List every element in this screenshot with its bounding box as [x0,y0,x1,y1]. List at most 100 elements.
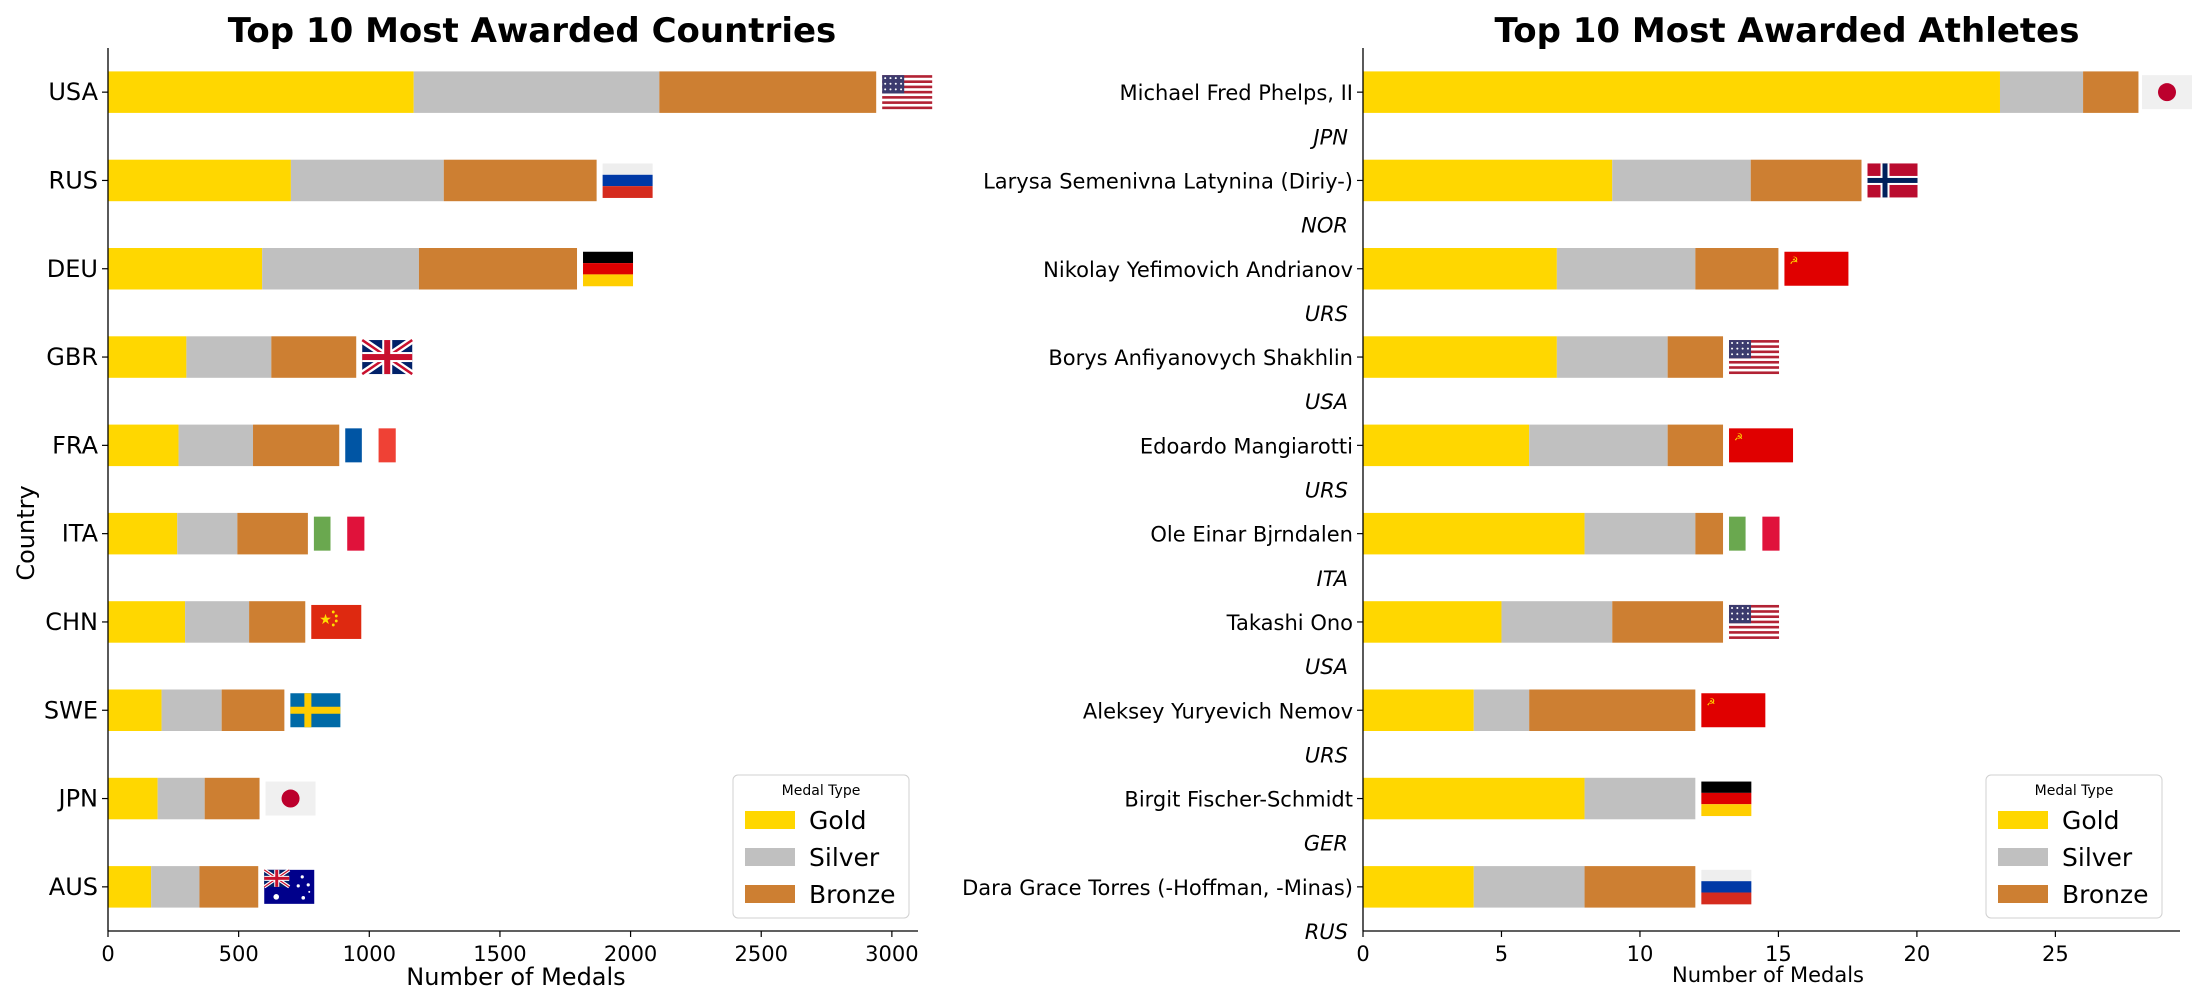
athletes-country-code: URS [1305,743,1348,767]
athletes-bar-aleksey-yuryevich-nemov-silver [1473,689,1530,732]
svg-text:★: ★ [319,612,332,628]
athletes-bar-larysa-semenivna-latynina-diriy-bronze [1750,159,1862,202]
athletes-category-label: Edoardo Mangiarotti [1140,434,1353,458]
athletes-flag-michael-fred-phelps-ii [2142,75,2192,110]
athletes-bar-michael-fred-phelps-ii-gold [1363,71,2000,113]
countries-flag-deu [583,251,634,287]
athletes-bar-edoardo-mangiarotti-bronze [1667,424,1724,467]
athletes-x-tick-label: 15 [1765,942,1792,966]
countries-flag-fra [345,428,396,463]
countries-bar-fra-gold [108,424,179,467]
athletes-bar-aleksey-yuryevich-nemov-gold [1363,689,1474,732]
athletes-chart-panel: Top 10 Most Awarded Athletes Number of M… [962,11,2192,987]
athletes-legend-label-bronze: Bronze [2062,880,2149,909]
athletes-legend: Medal Type Gold Silver Bronze [1985,774,2163,919]
athletes-bars [1363,71,2139,908]
countries-x-tick-label: 2500 [734,942,787,966]
athletes-bar-nikolay-yefimovich-andrianov-bronze [1695,247,1779,290]
countries-legend-label-gold: Gold [809,806,866,835]
athletes-flag-birgit-fischer-schmidt [1701,781,1752,817]
countries-bar-chn-silver [185,601,250,643]
countries-x-tick-label: 1000 [343,942,396,966]
athletes-category-label: Nikolay Yefimovich Andrianov [1043,258,1353,282]
athletes-chart-title: Top 10 Most Awarded Athletes [1495,11,2080,51]
countries-category-label: JPN [56,785,98,813]
countries-category-label: AUS [49,873,98,901]
athletes-flag-edoardo-mangiarotti: ☭ [1729,428,1794,463]
countries-bar-jpn-gold [108,777,158,820]
athletes-bar-larysa-semenivna-latynina-diriy-silver [1612,159,1751,202]
countries-bar-usa-gold [108,71,414,113]
athletes-flag-ole-einar-bjrndalen [1729,516,1780,551]
athletes-flag-larysa-semenivna-latynina-diriy [1867,163,1918,198]
countries-chart-title: Top 10 Most Awarded Countries [228,11,837,51]
athletes-bar-dara-grace-torres-hoffman-minas-gold [1363,866,1474,908]
countries-bar-aus-silver [151,866,200,908]
countries-bar-gbr-silver [186,336,272,378]
athletes-bar-michael-fred-phelps-ii-bronze [2083,71,2139,113]
countries-x-tick-label: 1500 [473,942,526,966]
athletes-bar-ole-einar-bjrndalen-gold [1363,512,1585,555]
athletes-country-code: USA [1305,390,1348,414]
athletes-country-code: NOR [1301,214,1348,238]
countries-bar-chn-bronze [249,601,306,643]
athletes-x-tick-label: 0 [1356,942,1369,966]
countries-legend-swatch-silver [745,848,795,866]
countries-bar-rus-silver [290,159,444,202]
countries-bar-usa-bronze [659,71,877,113]
athletes-legend-swatch-gold [1998,811,2048,829]
athletes-bar-ole-einar-bjrndalen-bronze [1695,512,1724,555]
countries-flag-ita [313,516,365,551]
countries-bar-fra-bronze [253,424,340,467]
athletes-x-tick-label: 10 [1627,942,1654,966]
countries-bar-swe-gold [108,689,162,732]
athletes-bar-nikolay-yefimovich-andrianov-gold [1363,247,1557,290]
countries-category-label: USA [48,78,98,106]
athletes-country-code: JPN [1309,125,1348,149]
athletes-bar-aleksey-yuryevich-nemov-bronze [1529,689,1696,732]
athletes-bar-takashi-ono-silver [1501,601,1613,643]
countries-bar-ita-gold [108,512,178,555]
athletes-country-code: RUS [1305,920,1348,944]
athletes-legend-swatch-silver [1998,848,2048,866]
countries-bar-fra-silver [178,424,254,467]
athletes-bar-edoardo-mangiarotti-gold [1363,424,1530,467]
countries-bar-jpn-bronze [204,777,260,820]
athletes-category-label: Ole Einar Bjrndalen [1150,523,1353,547]
athletes-legend-label-gold: Gold [2062,806,2119,835]
athletes-flag-dara-grace-torres-hoffman-minas [1701,869,1752,905]
countries-bar-aus-bronze [199,866,259,908]
countries-legend-swatch-bronze [745,885,795,903]
athletes-country-code: GER [1304,832,1348,856]
athletes-category-label: Michael Fred Phelps, II [1120,81,1354,105]
athletes-legend-title: Medal Type [2035,783,2114,799]
countries-bar-swe-bronze [221,689,285,732]
countries-x-axis-label: Number of Medals [406,963,625,991]
athletes-country-code: ITA [1317,567,1348,591]
athletes-flag-takashi-ono [1729,604,1780,639]
athletes-legend-label-silver: Silver [2062,843,2133,872]
countries-flag-aus [263,868,315,904]
countries-flag-chn: ★ [311,604,362,639]
athletes-bar-takashi-ono-gold [1363,601,1502,643]
countries-y-axis-label: Country [12,485,40,580]
countries-bars [108,71,877,908]
athletes-flag-nikolay-yefimovich-andrianov: ☭ [1784,251,1849,286]
countries-chart-panel: Top 10 Most Awarded Countries Country Nu… [12,11,933,991]
countries-bar-gbr-bronze [271,336,357,378]
countries-legend-title: Medal Type [782,783,861,799]
countries-category-label: ITA [62,520,99,548]
countries-flag-rus [602,163,653,198]
countries-category-label: FRA [52,431,99,459]
athletes-bar-borys-anfiyanovych-shakhlin-silver [1556,336,1668,378]
countries-bar-swe-silver [161,689,222,732]
athletes-bar-birgit-fischer-schmidt-gold [1363,777,1585,820]
countries-bar-ita-bronze [237,512,308,555]
countries-flag-swe [290,693,341,728]
countries-category-label: GBR [46,343,98,371]
athletes-legend-swatch-bronze [1998,885,2048,903]
countries-bar-deu-gold [108,247,263,290]
athletes-bar-ole-einar-bjrndalen-silver [1584,512,1696,555]
athletes-bar-edoardo-mangiarotti-silver [1529,424,1668,467]
athletes-category-label: Dara Grace Torres (-Hoffman, -Minas) [962,876,1353,900]
